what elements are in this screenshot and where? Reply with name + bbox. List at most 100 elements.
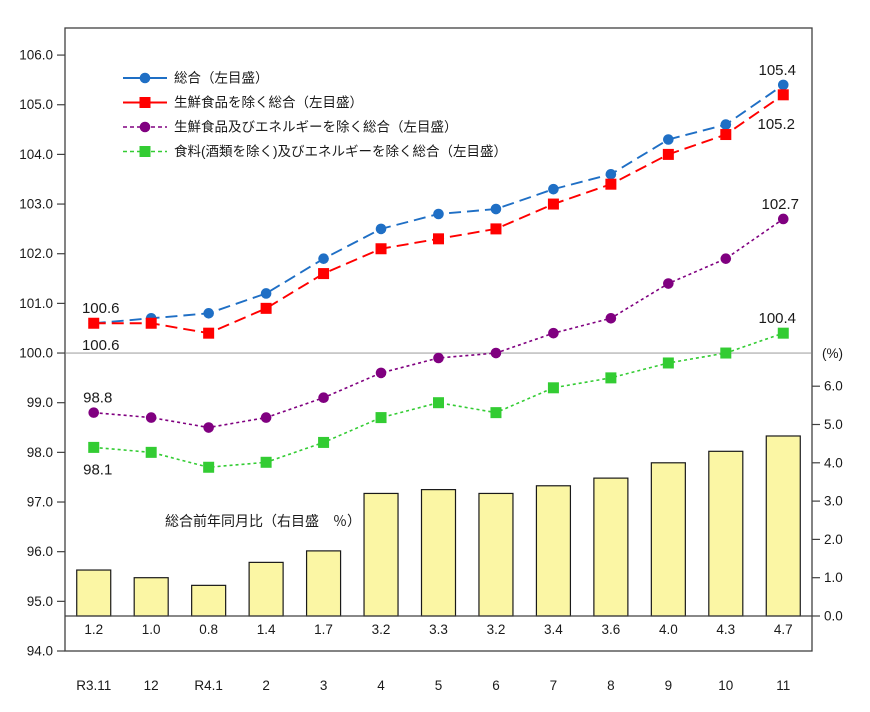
right-axis-tick-label: 0.0: [824, 609, 843, 624]
bar-value-label: 1.4: [257, 622, 276, 637]
series-ex-fresh-food-energy: [88, 213, 789, 433]
bar-value-label: 4.0: [659, 622, 678, 637]
series-marker-ex-food-energy: [145, 446, 157, 458]
x-axis-label: 2: [262, 678, 270, 693]
left-axis-tick-label: 99.0: [27, 395, 53, 410]
bar-value-label: 0.8: [199, 622, 218, 637]
data-annotation: 100.6: [82, 337, 120, 354]
bar: [305, 550, 342, 617]
series-marker-ex-food-energy: [375, 412, 387, 424]
x-axis-label: 9: [665, 678, 673, 693]
x-axis-label: R4.1: [194, 678, 223, 693]
bar-value-label: 3.4: [544, 622, 563, 637]
left-axis-tick-label: 105.0: [19, 97, 53, 112]
bar-value-label: 4.7: [774, 622, 793, 637]
x-axis-label: 6: [492, 678, 500, 693]
bar: [765, 435, 801, 617]
legend-item-ex-fresh-food-energy: 生鮮食品及びエネルギーを除く総合（左目盛）: [123, 119, 458, 135]
bar: [650, 462, 686, 617]
x-axis-label: R3.11: [76, 678, 111, 693]
bar-value-label: 3.2: [372, 622, 391, 637]
legend-label: 生鮮食品を除く総合（左目盛）: [174, 94, 363, 110]
series-marker-ex-food-energy: [88, 441, 100, 453]
series-marker-ex-fresh-food-energy: [375, 367, 387, 379]
series-marker-ex-fresh-food-energy: [203, 422, 214, 433]
data-annotation: 102.7: [761, 196, 799, 213]
bar: [535, 485, 572, 617]
series-marker-ex-fresh-food: [720, 129, 732, 141]
series-marker-ex-fresh-food-energy: [145, 412, 157, 423]
x-axis-label: 8: [607, 678, 615, 693]
x-axis-label: 7: [550, 678, 558, 693]
series-marker-ex-food-energy: [203, 461, 215, 473]
series-marker-ex-food-energy: [547, 382, 559, 394]
legend-item-ex-fresh-food: 生鮮食品を除く総合（左目盛）: [123, 94, 363, 110]
left-axis-tick-label: 101.0: [19, 296, 53, 311]
series-marker-ex-food-energy: [605, 372, 617, 384]
data-annotation: 100.4: [758, 310, 796, 327]
series-marker-ex-fresh-food: [433, 233, 444, 245]
bar-series-yoy: 1.2 1.0 0.8 1.4 1.7 3.2 3.3 3.2 3.4 3.6 4.0 4.3 4.7: [76, 435, 801, 637]
bar: [191, 584, 227, 617]
series-marker-ex-fresh-food: [490, 223, 502, 235]
bar-value-label: 3.6: [601, 622, 620, 637]
series-marker-ex-fresh-food-energy: [433, 352, 444, 364]
series-sogo-total: [88, 79, 789, 329]
series-marker-sogo-total: [433, 208, 444, 220]
right-axis-tick-label: 5.0: [824, 417, 843, 432]
legend-label: 食料(酒類を除く)及びエネルギーを除く総合（左目盛）: [174, 143, 507, 159]
series-marker-sogo-total: [260, 288, 272, 299]
bar-value-label: 4.3: [716, 622, 735, 637]
series-marker-ex-fresh-food: [777, 89, 789, 101]
legend-marker-icon: [139, 72, 151, 84]
bar: [708, 450, 744, 617]
series-marker-ex-fresh-food: [662, 148, 674, 160]
series-marker-ex-food-energy: [433, 397, 444, 409]
left-axis-tick-label: 95.0: [27, 594, 53, 609]
left-axis-tick-label: 102.0: [19, 246, 53, 261]
series-marker-sogo-total: [777, 79, 789, 91]
legend-marker-icon: [139, 97, 151, 108]
series-line-ex-fresh-food-energy: [93, 218, 784, 429]
series-marker-ex-fresh-food-energy: [88, 407, 100, 418]
data-annotation: 98.1: [83, 461, 112, 478]
series-marker-ex-fresh-food-energy: [720, 253, 732, 264]
bar: [478, 492, 514, 617]
x-axis-label: 11: [776, 678, 790, 693]
bar: [420, 489, 457, 617]
series-marker-sogo-total: [720, 119, 732, 130]
right-axis-tick-label: 6.0: [824, 379, 843, 394]
left-axis-tick-label: 98.0: [27, 445, 53, 460]
bar-value-label: 3.2: [487, 622, 506, 637]
series-marker-ex-fresh-food: [145, 317, 157, 329]
left-axis-tick-label: 103.0: [19, 197, 53, 212]
x-axis-label: 4: [377, 678, 385, 693]
series-marker-ex-food-energy: [490, 407, 502, 419]
x-axis-label: 3: [320, 678, 328, 693]
right-axis-tick-label: 3.0: [824, 494, 843, 509]
legend-marker-icon: [139, 146, 151, 157]
left-axis-tick-label: 100.0: [19, 346, 53, 361]
legend-marker-icon: [139, 121, 151, 133]
bar: [248, 561, 284, 617]
series-marker-ex-fresh-food-energy: [260, 412, 272, 423]
series-marker-sogo-total: [318, 253, 329, 264]
series-marker-ex-fresh-food-energy: [663, 278, 674, 289]
data-annotation: 105.4: [758, 62, 796, 79]
bar: [363, 492, 399, 617]
series-marker-ex-food-energy: [662, 357, 674, 369]
x-axis-label: 10: [718, 678, 733, 693]
bar: [76, 569, 112, 617]
left-axis-tick-label: 96.0: [27, 544, 53, 559]
bar-value-label: 1.0: [142, 622, 161, 637]
bar-value-label: 1.2: [84, 622, 103, 637]
x-axis-label: 12: [144, 678, 159, 693]
right-axis-unit-label: (%): [822, 346, 843, 361]
right-axis-tick-label: 2.0: [824, 532, 843, 547]
bar: [133, 577, 169, 617]
series-marker-ex-fresh-food: [88, 317, 100, 329]
right-axis-tick-label: 1.0: [824, 570, 843, 585]
series-marker-sogo-total: [548, 183, 559, 195]
